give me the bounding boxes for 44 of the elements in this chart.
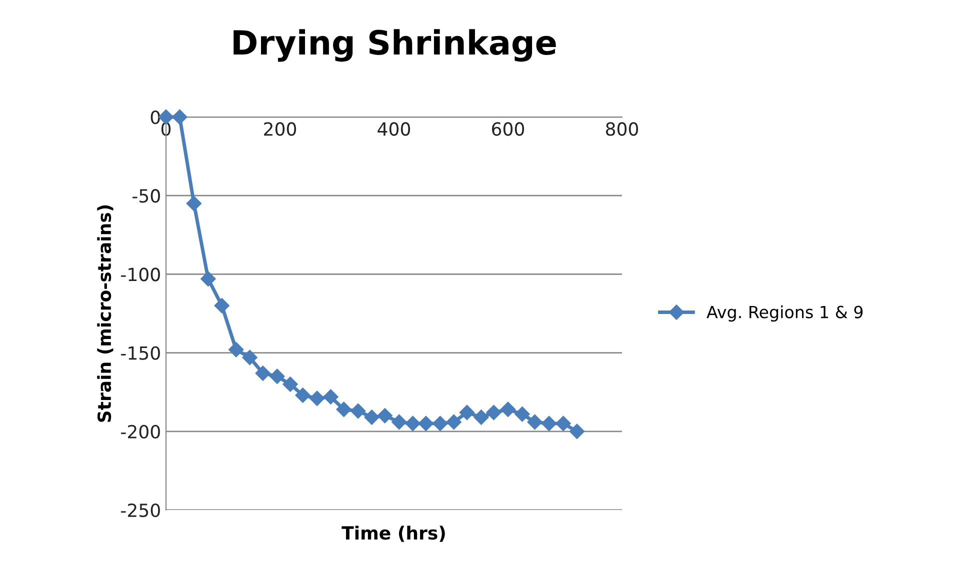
x-tick-label: 600	[492, 122, 524, 136]
x-axis-title: Time (hrs)	[342, 526, 445, 542]
point	[336, 402, 352, 417]
point	[295, 388, 310, 403]
point	[459, 404, 475, 420]
y-tick-label: -100	[121, 268, 160, 282]
point	[514, 406, 530, 422]
point	[541, 416, 557, 432]
point	[392, 414, 407, 430]
point	[500, 402, 516, 417]
point	[309, 390, 325, 406]
point	[432, 416, 448, 432]
y-axis-title: Strain (micro-strains)	[97, 205, 114, 422]
y-tick-label: 0	[150, 110, 160, 124]
point	[364, 410, 380, 425]
point	[270, 368, 285, 384]
point	[323, 389, 338, 404]
point	[556, 416, 571, 432]
point	[446, 414, 462, 430]
point	[418, 416, 434, 432]
point	[228, 342, 244, 358]
x-tick-label: 200	[264, 122, 296, 136]
legend-label: Avg. Regions 1 & 9	[706, 305, 863, 322]
x-tick-label: 800	[606, 122, 638, 136]
y-tick-label: -150	[121, 346, 160, 360]
point	[255, 366, 270, 381]
point	[569, 424, 585, 439]
chart-title: Drying Shrinkage	[234, 29, 556, 62]
y-tick-label: -250	[121, 503, 160, 518]
point	[200, 271, 216, 286]
point	[527, 414, 542, 430]
point	[405, 416, 420, 432]
point	[172, 109, 188, 125]
point	[486, 404, 502, 420]
point	[282, 376, 298, 392]
point	[474, 410, 489, 425]
point	[214, 298, 230, 314]
x-tick-label: 400	[378, 122, 410, 136]
point	[242, 350, 258, 366]
point	[350, 403, 366, 419]
point	[377, 408, 392, 424]
point	[186, 196, 202, 212]
y-tick-label: -50	[132, 189, 160, 203]
y-tick-label: -200	[121, 424, 160, 439]
